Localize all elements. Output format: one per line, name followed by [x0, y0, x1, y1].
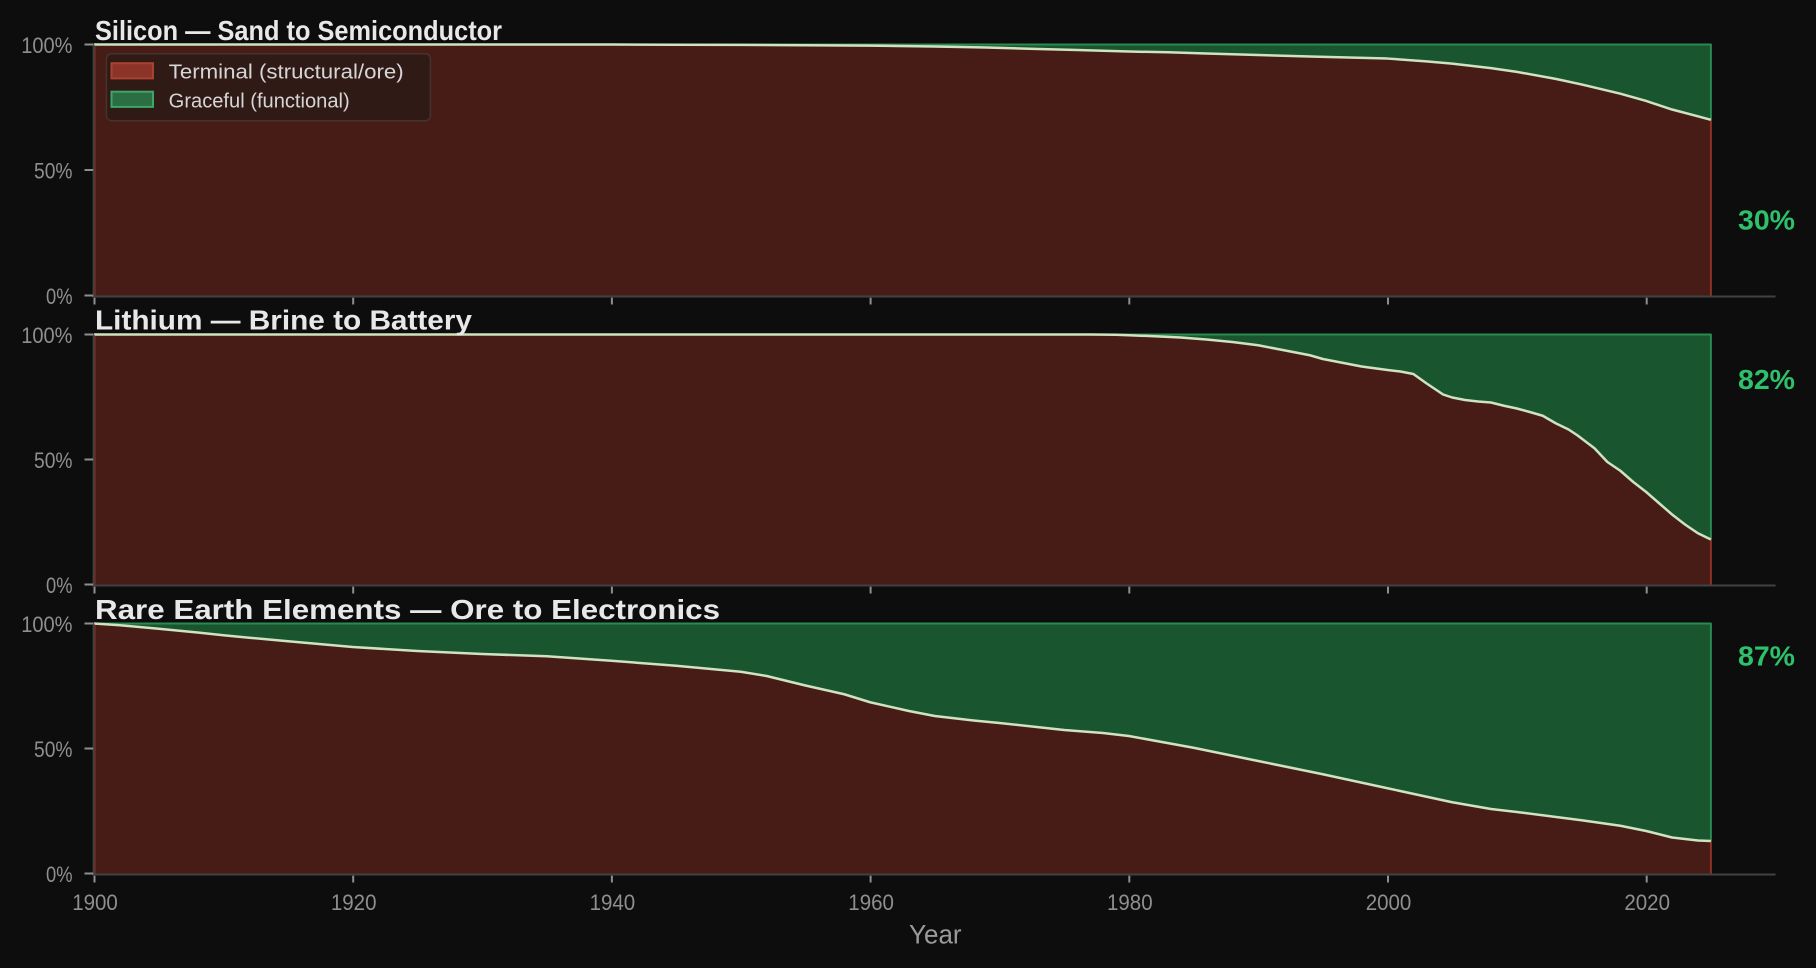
svg-text:50%: 50% — [34, 448, 73, 473]
svg-text:Year: Year — [909, 920, 962, 950]
svg-text:87%: 87% — [1738, 640, 1795, 671]
svg-text:100%: 100% — [21, 612, 72, 637]
svg-text:0%: 0% — [46, 284, 73, 309]
svg-text:0%: 0% — [46, 573, 73, 598]
svg-text:1980: 1980 — [1107, 890, 1153, 915]
svg-text:Silicon — Sand to Semiconducto: Silicon — Sand to Semiconductor — [95, 15, 502, 46]
svg-text:100%: 100% — [21, 323, 72, 348]
svg-text:Graceful (functional): Graceful (functional) — [169, 90, 350, 112]
svg-text:30%: 30% — [1738, 205, 1795, 236]
svg-text:1940: 1940 — [590, 890, 636, 915]
svg-text:Terminal (structural/ore): Terminal (structural/ore) — [169, 61, 404, 83]
svg-text:2020: 2020 — [1624, 890, 1670, 915]
svg-text:82%: 82% — [1738, 364, 1795, 395]
svg-text:Lithium — Brine to Battery: Lithium — Brine to Battery — [95, 305, 472, 336]
svg-text:Rare Earth Elements — Ore to E: Rare Earth Elements — Ore to Electronics — [95, 594, 720, 625]
svg-text:50%: 50% — [34, 159, 73, 184]
svg-text:50%: 50% — [34, 737, 73, 762]
svg-text:0%: 0% — [46, 862, 73, 887]
svg-text:100%: 100% — [21, 33, 72, 58]
svg-text:2000: 2000 — [1366, 890, 1412, 915]
svg-text:1900: 1900 — [72, 890, 118, 915]
svg-text:1920: 1920 — [331, 890, 377, 915]
svg-text:1960: 1960 — [848, 890, 894, 915]
